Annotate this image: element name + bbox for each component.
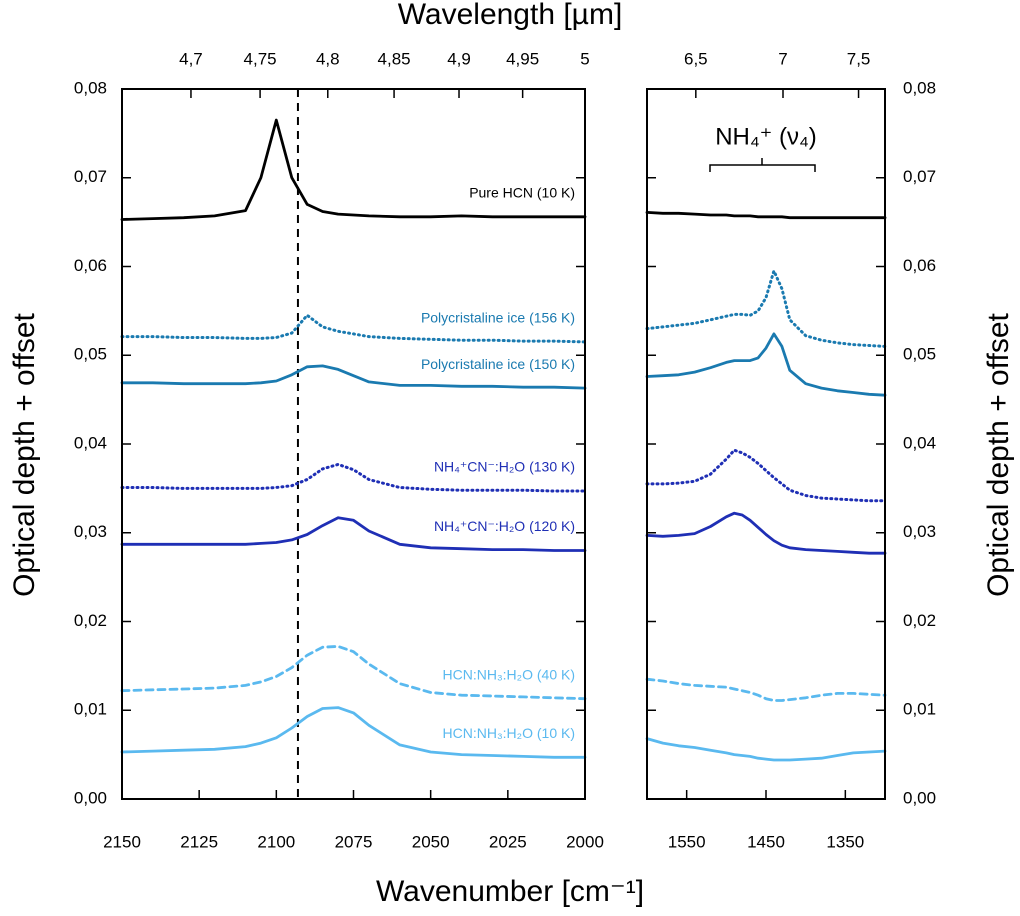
plot-frame — [121, 88, 586, 800]
x2-tick-label: 4,85 — [378, 49, 411, 68]
x2-tick-label: 4,9 — [447, 49, 471, 68]
y-axis-title: Optical depth + offset — [982, 312, 1015, 596]
y-tick-label: 0,07 — [74, 167, 107, 186]
y-tick-label: 0,02 — [903, 611, 936, 630]
series-label: NH₄⁺CN⁻:H₂O (130 K) — [434, 459, 575, 475]
y-tick-label: 0,00 — [74, 788, 107, 807]
x-tick-label: 2050 — [412, 832, 450, 851]
x-tick-label: 1450 — [747, 832, 785, 851]
y-tick-label: 0,05 — [903, 345, 936, 364]
x2-tick-label: 4,95 — [506, 49, 539, 68]
x-tick-label: 2000 — [566, 832, 604, 851]
series-label: NH₄⁺CN⁻:H₂O (120 K) — [434, 518, 575, 534]
y-tick-label: 0,04 — [74, 433, 107, 452]
y-tick-label: 0,02 — [74, 611, 107, 630]
annotation: NH₄⁺ (ν₄) — [715, 123, 817, 150]
x-tick-label: 2025 — [489, 832, 527, 851]
y-tick-label: 0,03 — [903, 522, 936, 541]
series-label: Polycristaline ice (156 K) — [421, 310, 575, 326]
y-tick-label: 0,06 — [903, 256, 936, 275]
x-tick-label: 2100 — [257, 832, 295, 851]
x-tick-label: 1350 — [826, 832, 864, 851]
y-tick-label: 0,08 — [74, 78, 107, 97]
y-tick-label: 0,07 — [903, 167, 936, 186]
series-line — [120, 645, 587, 701]
y-tick-label: 0,01 — [74, 700, 107, 719]
series-label: HCN:NH₃:H₂O (40 K) — [443, 666, 575, 682]
x-axis-title: Wavenumber [cm⁻¹] — [376, 875, 644, 908]
x2-tick-label: 6,5 — [684, 49, 708, 68]
x2-tick-label: 4,8 — [316, 49, 340, 68]
series-line — [645, 448, 887, 503]
x2-tick-label: 4,7 — [179, 49, 203, 68]
y-tick-label: 0,04 — [903, 433, 936, 452]
x2-axis-title: Wavelength [µm] — [398, 0, 623, 31]
x-tick-label: 2075 — [335, 832, 373, 851]
x2-tick-label: 5 — [580, 49, 589, 68]
series-line — [120, 364, 587, 390]
series-line — [120, 706, 587, 759]
series-label: Pure HCN (10 K) — [469, 185, 575, 201]
annotation-bracket — [709, 158, 816, 172]
y-tick-label: 0,00 — [903, 788, 936, 807]
series-line — [120, 516, 587, 552]
y-tick-label: 0,03 — [74, 522, 107, 541]
y-tick-label: 0,05 — [74, 345, 107, 364]
x-tick-label: 2150 — [103, 832, 141, 851]
plot-frame — [646, 88, 886, 800]
series-line — [120, 462, 587, 493]
x-tick-label: 1550 — [668, 832, 706, 851]
x2-tick-label: 7 — [778, 49, 787, 68]
y-tick-label: 0,06 — [74, 256, 107, 275]
series-line — [645, 269, 887, 348]
series-line — [645, 677, 887, 702]
series-line — [645, 737, 887, 762]
series-line — [645, 511, 887, 555]
series-label: Polycristaline ice (150 K) — [421, 356, 575, 372]
y-tick-label: 0,01 — [903, 700, 936, 719]
x-tick-label: 2125 — [180, 832, 218, 851]
x2-tick-label: 4,75 — [244, 49, 277, 68]
series-line — [120, 118, 587, 221]
y-tick-label: 0,08 — [903, 78, 936, 97]
series-label: HCN:NH₃:H₂O (10 K) — [443, 725, 575, 741]
series-line — [645, 211, 887, 220]
series-line — [120, 313, 587, 344]
series-line — [645, 332, 887, 397]
x2-tick-label: 7,5 — [847, 49, 871, 68]
y-axis-title: Optical depth + offset — [8, 312, 41, 596]
